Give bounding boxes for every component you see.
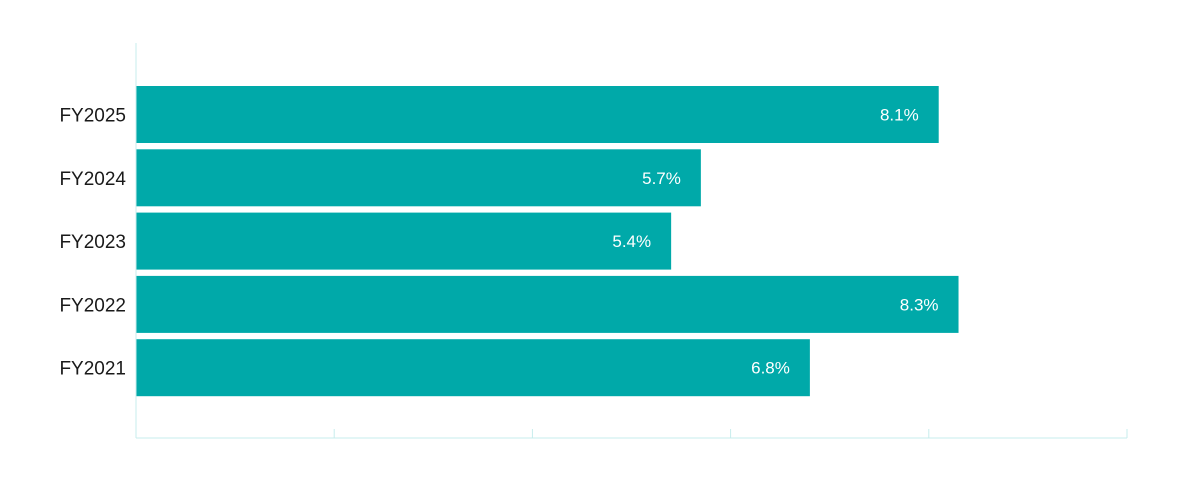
value-label-fy2022: 8.3% bbox=[900, 295, 939, 314]
bars-group bbox=[136, 86, 959, 397]
bar-fy2024 bbox=[136, 149, 701, 207]
category-label-fy2024: FY2024 bbox=[59, 169, 126, 190]
category-label-fy2021: FY2021 bbox=[59, 359, 126, 380]
axis-group bbox=[135, 43, 1128, 439]
bar-fy2022 bbox=[136, 275, 959, 333]
value-label-fy2024: 5.7% bbox=[642, 169, 681, 188]
bar-fy2025 bbox=[136, 86, 939, 143]
value-label-fy2025: 8.1% bbox=[880, 106, 919, 125]
bar-fy2023 bbox=[136, 212, 672, 270]
category-label-fy2025: FY2025 bbox=[59, 106, 126, 127]
category-label-fy2022: FY2022 bbox=[59, 295, 126, 316]
value-label-fy2021: 6.8% bbox=[751, 359, 790, 378]
labels-group: 8.1% FY2025 5.7% FY2024 5.4% FY2023 8.3% FY2022… bbox=[59, 106, 938, 380]
bar-fy2021 bbox=[136, 339, 810, 397]
category-label-fy2023: FY2023 bbox=[59, 232, 126, 253]
value-label-fy2023: 5.4% bbox=[612, 232, 651, 251]
